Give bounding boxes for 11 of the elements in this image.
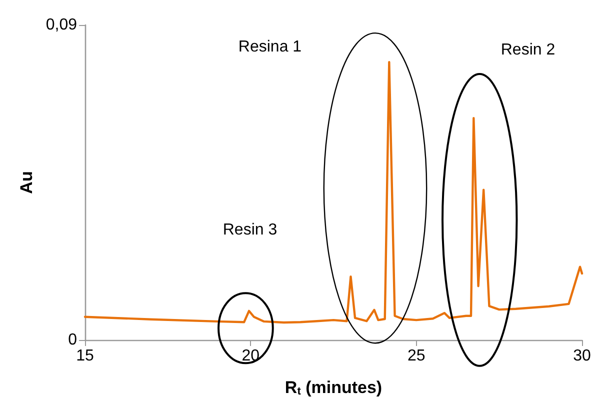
- line-series: [84, 61, 584, 324]
- x-tick-label: 15: [76, 348, 94, 364]
- annotation: Resina 1: [238, 38, 302, 56]
- y-tick-label: 0: [68, 332, 78, 348]
- y-tick-label: 0,09: [46, 16, 78, 34]
- y-axis-title: Au: [16, 171, 36, 194]
- x-tick-label: 20: [242, 348, 260, 364]
- x-tick-label: 30: [573, 348, 591, 364]
- annotation: Resin 3: [222, 222, 278, 238]
- annotation: Resin 2: [500, 42, 556, 58]
- x-tick-label: 25: [407, 348, 426, 364]
